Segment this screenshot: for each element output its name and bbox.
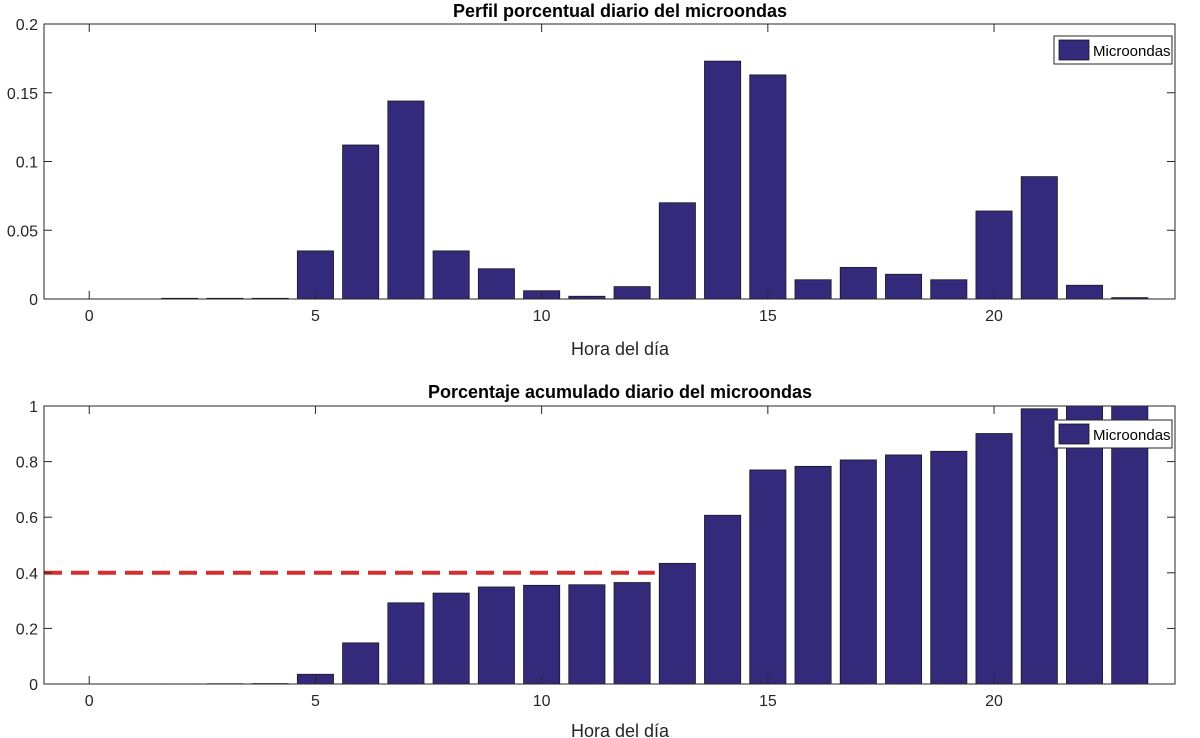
chart-bottom-xlabel: Hora del día <box>571 721 670 738</box>
chart-bottom-ticks: 0 5 10 15 20 0 0.2 0.4 0.6 0.8 1 <box>16 399 1175 710</box>
chart-bottom-xtick-label: 20 <box>985 693 1003 710</box>
chart-top-bar <box>1066 284 1104 300</box>
chart-top-bar <box>885 273 923 300</box>
chart-bottom-legend: Microondas <box>1053 419 1173 449</box>
chart-bottom-bar <box>432 592 470 685</box>
chart-top-bar <box>839 266 877 300</box>
chart-bottom-legend-label: Microondas <box>1093 427 1171 444</box>
chart-bottom-bar <box>342 642 380 685</box>
chart-bottom-bar <box>1066 405 1104 685</box>
chart-top-legend-swatch <box>1058 39 1090 61</box>
chart-top-bar <box>749 74 787 300</box>
chart-top-xtick-label: 15 <box>759 308 777 325</box>
chart-top-bars <box>161 60 1149 300</box>
chart-bottom-ytick-label: 0.6 <box>16 510 38 527</box>
chart-bottom-axes-box <box>43 405 1176 685</box>
chart-top-xtick-label: 10 <box>533 308 551 325</box>
chart-bottom-bar <box>885 454 923 685</box>
chart-top-title: Perfil porcentual diario del microondas <box>453 1 787 21</box>
chart-bottom: Porcentaje acumulado diario del microond… <box>16 382 1176 738</box>
chart-top-bar <box>387 100 425 300</box>
chart-top-bar <box>432 250 470 300</box>
chart-top-bar <box>704 60 742 300</box>
chart-top: Perfil porcentual diario del microondas … <box>7 1 1176 359</box>
chart-top-bar <box>794 279 832 300</box>
chart-top-bar <box>975 210 1013 300</box>
chart-top-bar <box>930 279 968 300</box>
chart-top-ytick-label: 0.1 <box>16 155 38 172</box>
chart-bottom-bar <box>658 562 696 685</box>
chart-top-xlabel: Hora del día <box>571 339 670 359</box>
chart-top-ticks: 0 5 10 15 20 0 0.05 0.1 0.15 0.2 <box>7 17 1175 325</box>
chart-bottom-bar <box>749 469 787 685</box>
chart-bottom-ytick-label: 0.2 <box>16 621 38 638</box>
chart-top-bar <box>658 202 696 300</box>
chart-bottom-bar <box>1111 405 1149 685</box>
chart-bottom-ytick-label: 1 <box>29 399 38 416</box>
chart-bottom-ytick-label: 0 <box>29 677 38 694</box>
chart-bottom-bar <box>704 514 742 685</box>
chart-top-ytick-label: 0 <box>29 292 38 309</box>
chart-top-bar <box>342 144 380 300</box>
chart-top-legend-label: Microondas <box>1093 43 1171 60</box>
chart-bottom-xtick-label: 10 <box>533 693 551 710</box>
chart-bottom-ytick-label: 0.8 <box>16 455 38 472</box>
chart-bottom-bar <box>477 586 515 685</box>
chart-bottom-bars <box>161 405 1149 685</box>
chart-top-ytick-label: 0.05 <box>7 223 38 240</box>
chart-bottom-title: Porcentaje acumulado diario del microond… <box>428 382 812 402</box>
chart-bottom-bar <box>975 433 1013 685</box>
chart-bottom-legend-swatch <box>1058 423 1090 445</box>
chart-bottom-bar <box>613 582 651 685</box>
chart-bottom-bar <box>1020 408 1058 685</box>
chart-top-bar <box>1020 176 1058 300</box>
chart-bottom-xtick-label: 15 <box>759 693 777 710</box>
chart-bottom-bar <box>930 450 968 685</box>
chart-bottom-bar <box>387 602 425 685</box>
chart-bottom-bar <box>794 465 832 685</box>
chart-top-xtick-label: 0 <box>85 308 94 325</box>
chart-top-ytick-label: 0.15 <box>7 86 38 103</box>
chart-bottom-xtick-label: 5 <box>311 693 320 710</box>
chart-bottom-bar <box>568 584 606 685</box>
chart-top-bar <box>613 286 651 300</box>
chart-top-xtick-label: 20 <box>985 308 1003 325</box>
chart-top-ytick-label: 0.2 <box>16 17 38 34</box>
chart-top-bar <box>296 250 334 300</box>
chart-top-xtick-label: 5 <box>311 308 320 325</box>
chart-top-legend: Microondas <box>1053 35 1173 65</box>
chart-bottom-xtick-label: 0 <box>85 693 94 710</box>
chart-bottom-bar <box>523 584 561 685</box>
chart-bottom-bar <box>839 459 877 685</box>
chart-top-bar <box>477 268 515 300</box>
chart-bottom-ytick-label: 0.4 <box>16 566 38 583</box>
